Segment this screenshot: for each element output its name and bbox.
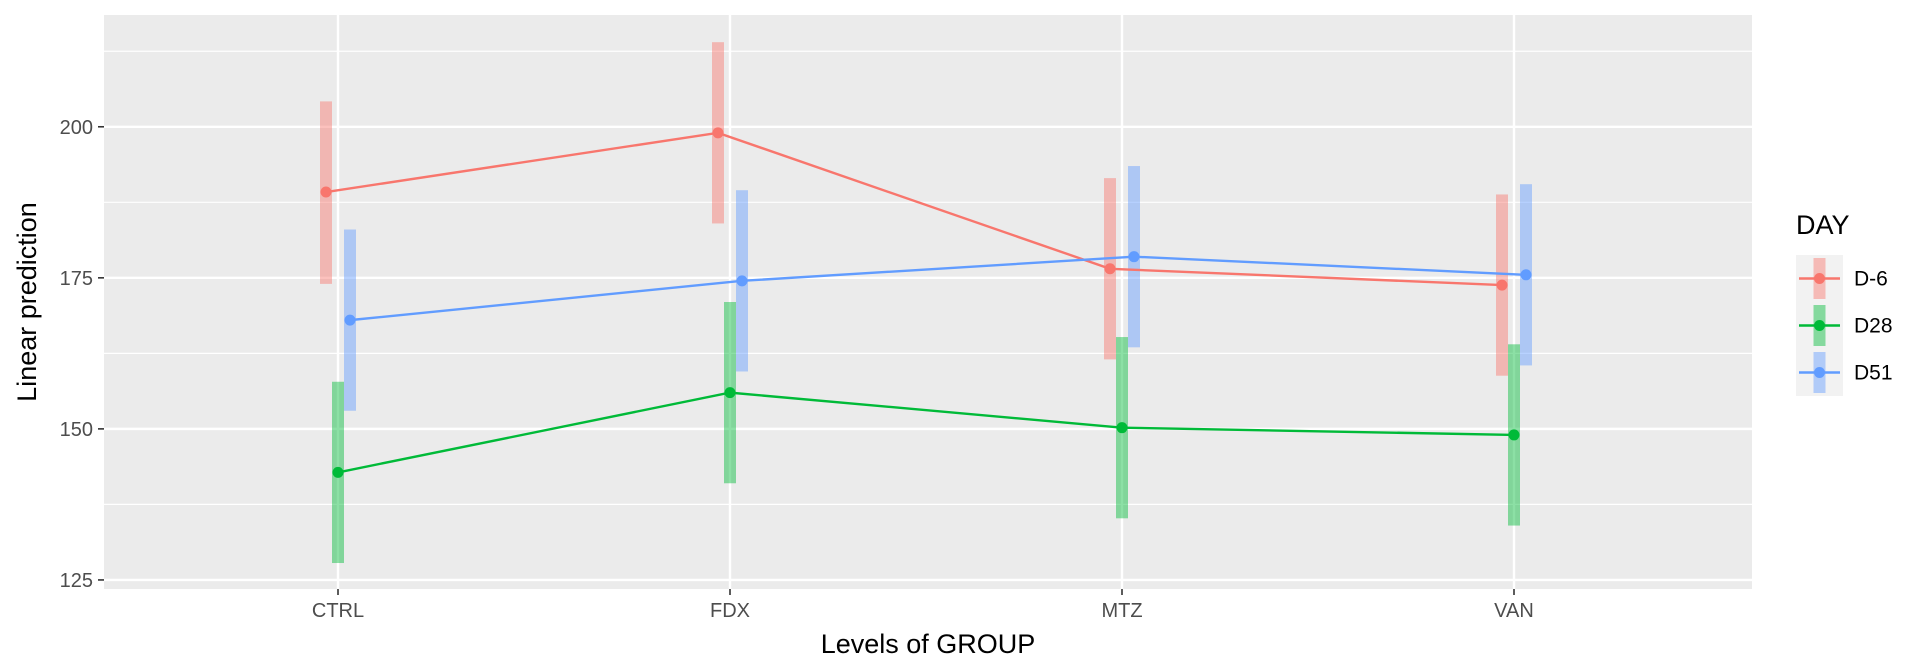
- legend-label: D-6: [1854, 268, 1888, 291]
- legend-label: D51: [1854, 362, 1893, 385]
- y-axis: 125 150 175 200: [60, 117, 104, 592]
- x-tick-label: VAN: [1494, 600, 1534, 622]
- data-point-D28: [1508, 429, 1520, 441]
- y-tick-label: 175: [60, 268, 93, 290]
- legend-key-point: [1814, 273, 1825, 284]
- data-point-D51: [1128, 251, 1140, 263]
- data-point-D-6: [1104, 263, 1116, 275]
- major-gridlines: [104, 15, 1752, 589]
- legend-title: DAY: [1796, 210, 1850, 240]
- data-point-D-6: [1496, 279, 1508, 291]
- data-point-D28: [1116, 422, 1128, 434]
- legend: DAY D-6 D28 D51: [1796, 210, 1893, 396]
- data-point-D-6: [320, 186, 332, 198]
- legend-label: D28: [1854, 315, 1893, 338]
- data-point-D51: [1520, 269, 1532, 281]
- y-axis-title: Linear prediction: [12, 202, 42, 402]
- minor-gridlines: [104, 50, 1752, 506]
- y-tick-label: 150: [60, 419, 93, 441]
- series-line-D28: [337, 391, 1515, 474]
- data-point-D28: [332, 466, 344, 478]
- data-point-D51: [344, 314, 356, 326]
- plot-panel: [104, 15, 1752, 589]
- y-tick-label: 200: [60, 117, 93, 139]
- x-axis-title: Levels of GROUP: [821, 629, 1036, 659]
- series-line-D51: [349, 255, 1527, 322]
- x-tick-label: MTZ: [1101, 600, 1142, 622]
- legend-key-point: [1814, 367, 1825, 378]
- series-points: [320, 127, 1532, 478]
- x-tick-label: FDX: [710, 600, 750, 622]
- data-point-D-6: [712, 127, 724, 139]
- data-point-D28: [724, 387, 736, 399]
- legend-key-point: [1814, 320, 1825, 331]
- series-lines: [325, 131, 1527, 474]
- x-axis: CTRL FDX MTZ VAN: [312, 589, 1534, 622]
- y-tick-label: 125: [60, 570, 93, 592]
- series-line-D-6: [325, 131, 1503, 287]
- x-tick-label: CTRL: [312, 600, 364, 622]
- data-point-D51: [736, 275, 748, 287]
